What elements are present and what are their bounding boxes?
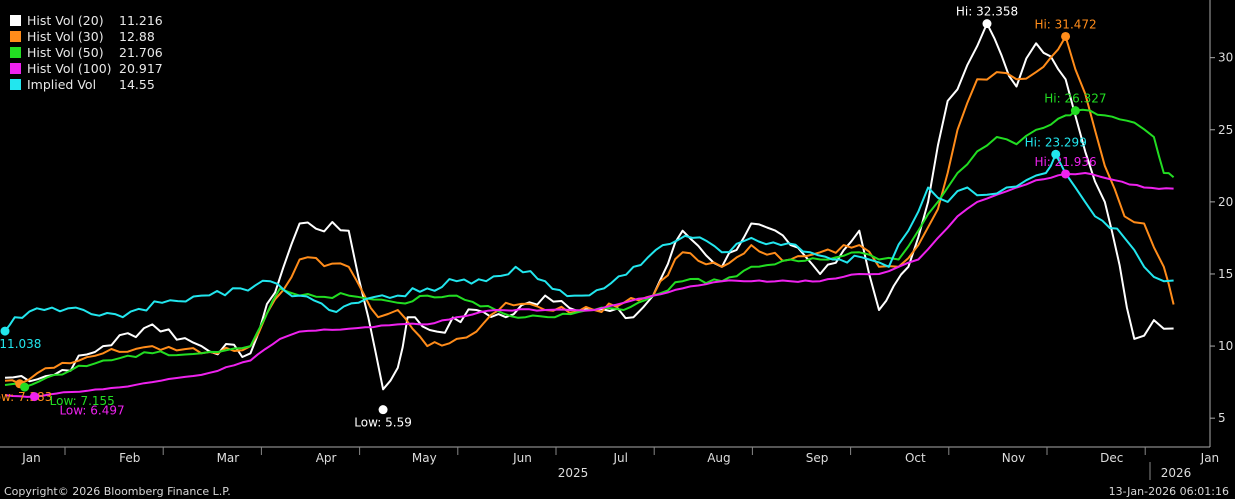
extreme-label: Hi: 26.327: [1044, 92, 1106, 106]
legend-label: Hist Vol (100): [27, 61, 112, 77]
x-tick-label: Jan: [21, 451, 41, 465]
x-tick-label: Oct: [905, 451, 926, 465]
y-tick-label: 20: [1218, 195, 1233, 209]
legend-item-hist-vol-50[interactable]: Hist Vol (50) 21.706: [10, 44, 163, 60]
extreme-label: Hi: 32.358: [956, 5, 1018, 19]
extreme-label: Hi: 21.936: [1034, 155, 1096, 169]
legend-swatch: [10, 30, 21, 42]
legend-value: 20.917: [119, 61, 163, 77]
legend-item-hist-vol-20[interactable]: Hist Vol (20) 11.216: [10, 12, 163, 28]
legend-item-hist-vol-100[interactable]: Hist Vol (100) 20.917: [10, 61, 163, 77]
x-tick-label: Apr: [316, 451, 337, 465]
x-tick-label: Nov: [1002, 451, 1025, 465]
extreme-marker: [1061, 169, 1071, 179]
extreme-marker: [1051, 149, 1061, 159]
legend-item-hist-vol-30[interactable]: Hist Vol (30) 12.88: [10, 28, 163, 44]
legend-swatch: [10, 79, 21, 91]
x-tick-label: Aug: [707, 451, 730, 465]
legend-swatch: [10, 46, 21, 58]
legend-swatch: [10, 63, 21, 75]
x-tick-label: Mar: [217, 451, 240, 465]
extreme-label: Low: 11.038: [0, 337, 41, 351]
extreme-marker: [29, 392, 39, 402]
legend-swatch: [10, 14, 21, 26]
x-tick-label: Jun: [512, 451, 532, 465]
x-tick-label: Jul: [612, 451, 627, 465]
x-tick-label: Dec: [1100, 451, 1123, 465]
extreme-marker: [1070, 106, 1080, 116]
y-tick-label: 10: [1218, 339, 1233, 353]
legend-item-implied-vol[interactable]: Implied Vol 14.55: [10, 77, 163, 93]
x-tick-label: Sep: [806, 451, 829, 465]
extreme-marker: [1061, 31, 1071, 41]
y-tick-label: 5: [1218, 411, 1226, 425]
extreme-label: Low: 5.59: [354, 416, 412, 430]
timestamp-text: 13-Jan-2026 06:01:16: [1108, 485, 1229, 498]
y-tick-label: 15: [1218, 267, 1233, 281]
year-label: 2026: [1161, 466, 1192, 480]
legend-value: 11.216: [119, 12, 163, 28]
legend-value: 21.706: [119, 44, 163, 60]
y-tick-label: 30: [1218, 51, 1233, 65]
extreme-label: Hi: 31.472: [1034, 17, 1096, 31]
extreme-label: Hi: 23.299: [1025, 135, 1087, 149]
year-label: 2025: [558, 466, 589, 480]
extreme-marker: [982, 19, 992, 29]
legend-value: 14.55: [119, 77, 155, 93]
legend-value: 12.88: [119, 28, 155, 44]
extreme-label: Low: 7.155: [50, 394, 115, 408]
copyright-text: Copyright© 2026 Bloomberg Finance L.P.: [4, 485, 231, 498]
extreme-marker: [0, 326, 10, 336]
legend-label: Implied Vol: [27, 77, 97, 93]
x-tick-label: Feb: [119, 451, 140, 465]
extreme-marker: [378, 405, 388, 415]
legend-label: Hist Vol (20): [27, 12, 104, 28]
legend-label: Hist Vol (30): [27, 28, 104, 44]
x-tick-label: Jan: [1200, 451, 1220, 465]
extreme-label: Low: 7.383: [0, 390, 52, 404]
series-line-implied-vol: [4, 153, 1174, 332]
chart-legend: Hist Vol (20) 11.216 Hist Vol (30) 12.88…: [10, 12, 167, 95]
y-tick-label: 25: [1218, 123, 1233, 137]
extreme-label: Low: 6.497: [59, 404, 124, 418]
extreme-marker: [20, 382, 30, 392]
x-tick-label: May: [412, 451, 437, 465]
series-line-hist-vol-100: [4, 172, 1174, 398]
legend-label: Hist Vol (50): [27, 44, 104, 60]
